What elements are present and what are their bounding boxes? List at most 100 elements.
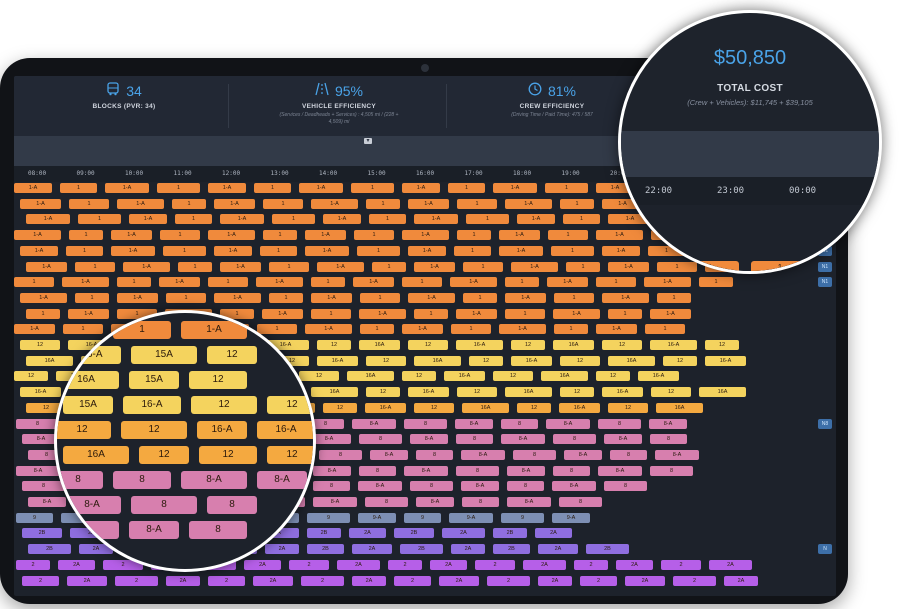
trip-block[interactable]: 9-A <box>449 512 493 523</box>
trip-block[interactable]: 1 <box>208 277 248 288</box>
trip-block[interactable]: 2A <box>430 559 467 570</box>
trip-block[interactable]: 1-A <box>159 277 200 288</box>
trip-block[interactable]: 16A <box>26 355 73 366</box>
trip-block[interactable]: 1 <box>372 261 406 272</box>
trip-block[interactable]: 2A <box>724 575 758 586</box>
trip-block[interactable]: 8-A <box>546 418 590 429</box>
trip-block[interactable]: 12 <box>608 402 648 413</box>
trip-block[interactable]: 1-A <box>14 230 61 241</box>
trip-block[interactable]: 1 <box>466 214 509 225</box>
trip-block[interactable]: 1-A <box>450 277 497 288</box>
trip-block[interactable]: 2 <box>574 559 608 570</box>
trip-block[interactable]: 12 <box>14 371 48 382</box>
trip-block[interactable]: 12 <box>651 387 691 398</box>
trip-block[interactable]: 8 <box>462 497 499 507</box>
trip-block[interactable]: 2B <box>400 544 443 555</box>
trip-block[interactable]: 16-A <box>638 371 679 382</box>
trip-block[interactable]: 9-A <box>552 512 590 523</box>
trip-block[interactable]: 12 <box>457 387 497 398</box>
trip-block[interactable]: 2A <box>79 544 113 555</box>
trip-block[interactable]: 8 <box>307 418 344 429</box>
trip-block[interactable]: 1-A <box>408 292 455 303</box>
trip-block[interactable]: 1-A <box>499 324 546 335</box>
trip-block[interactable]: 2 <box>115 575 158 586</box>
trip-block[interactable]: 16A <box>347 371 394 382</box>
trip-block[interactable]: 8 <box>359 465 396 476</box>
trip-block[interactable]: 8 <box>553 434 596 445</box>
trip-block[interactable]: 1 <box>554 324 588 335</box>
trip-block[interactable]: 1 <box>311 308 351 319</box>
trip-block[interactable]: 1-A <box>117 198 164 209</box>
trip-block[interactable]: 1 <box>117 308 157 319</box>
trip-block[interactable]: 2 <box>475 559 515 570</box>
trip-block[interactable]: 8 <box>22 481 65 492</box>
trip-block[interactable]: 1 <box>311 277 345 288</box>
trip-block[interactable]: 12 <box>366 387 400 398</box>
trip-block[interactable]: 1-A <box>505 292 546 303</box>
trip-block[interactable]: 2 <box>394 575 431 586</box>
trip-block[interactable]: 2A <box>352 544 392 555</box>
trip-block[interactable]: 2B <box>307 528 341 539</box>
trip-block[interactable]: 16A <box>553 340 594 350</box>
trip-block[interactable]: 1-A <box>408 245 446 256</box>
trip-block[interactable]: 16A <box>359 340 400 350</box>
trip-block[interactable]: 2A <box>523 559 566 570</box>
trip-block[interactable]: 1 <box>463 292 497 303</box>
trip-block[interactable]: 1-A <box>305 324 352 335</box>
trip-block[interactable]: 9 <box>16 512 53 523</box>
trip-block[interactable]: 8-A <box>564 449 602 460</box>
trip-block[interactable]: 1-A <box>311 198 358 209</box>
trip-block[interactable]: 1-A <box>62 277 109 288</box>
trip-block[interactable]: 8 <box>404 418 447 429</box>
trip-block[interactable]: 8 <box>559 497 602 507</box>
trip-block[interactable]: 1-A <box>353 277 394 288</box>
trip-block[interactable]: 8 <box>456 434 493 445</box>
trip-block[interactable]: 1 <box>402 277 442 288</box>
trip-block[interactable]: 2A <box>538 544 578 555</box>
trip-block[interactable]: 1 <box>448 183 485 193</box>
trip-block[interactable]: 1 <box>260 245 297 256</box>
trip-block[interactable]: 1 <box>360 292 400 303</box>
trip-block[interactable]: 1 <box>60 183 97 193</box>
trip-block[interactable]: 12 <box>596 371 630 382</box>
trip-block[interactable]: 12 <box>402 371 436 382</box>
trip-block[interactable]: 12 <box>323 402 357 413</box>
trip-block[interactable]: 2B <box>307 544 344 555</box>
trip-block[interactable]: 16-A <box>559 402 600 413</box>
trip-block[interactable]: 8-A <box>307 434 351 445</box>
trip-block[interactable]: 16-A <box>511 355 552 366</box>
trip-block[interactable]: 1-A <box>14 183 52 193</box>
trip-block[interactable]: 16A <box>541 371 588 382</box>
trip-block[interactable]: 2A <box>265 544 299 555</box>
night-block-badge[interactable]: N1 <box>818 277 832 288</box>
trip-block[interactable]: 2B <box>586 544 629 555</box>
trip-block[interactable]: 12 <box>275 355 309 366</box>
trip-block[interactable]: 1-A <box>517 214 555 225</box>
trip-block[interactable]: 2B <box>493 528 527 539</box>
trip-block[interactable]: 1 <box>454 245 491 256</box>
trip-block[interactable]: 1-A <box>299 183 343 193</box>
trip-block[interactable]: 16A <box>311 387 358 398</box>
trip-block[interactable]: 1-A <box>123 261 170 272</box>
trip-block[interactable]: 1 <box>657 292 691 303</box>
trip-block[interactable]: 1-A <box>511 261 558 272</box>
trip-block[interactable]: 12 <box>493 371 533 382</box>
trip-block[interactable]: 2A <box>352 575 386 586</box>
trip-block[interactable]: 16A <box>462 402 509 413</box>
trip-block[interactable]: 1-A <box>20 198 61 209</box>
trip-block[interactable]: 1 <box>263 230 297 241</box>
trip-block[interactable]: 1-A <box>111 230 152 241</box>
trip-block[interactable]: 8 <box>507 481 544 492</box>
trip-block[interactable]: 1 <box>26 308 60 319</box>
trip-block[interactable]: 1-A <box>208 230 255 241</box>
trip-block[interactable]: 8 <box>598 418 641 429</box>
trip-block[interactable]: 16A <box>656 402 703 413</box>
trip-block[interactable]: 1-A <box>456 308 497 319</box>
trip-block[interactable]: 1-A <box>20 245 58 256</box>
trip-block[interactable]: 1 <box>75 292 109 303</box>
trip-block[interactable]: 8 <box>604 481 647 492</box>
trip-block[interactable]: 12 <box>414 402 454 413</box>
trip-block[interactable]: 1-A <box>359 308 406 319</box>
trip-block[interactable]: 1-A <box>402 324 443 335</box>
trip-block[interactable]: 2 <box>103 559 143 570</box>
